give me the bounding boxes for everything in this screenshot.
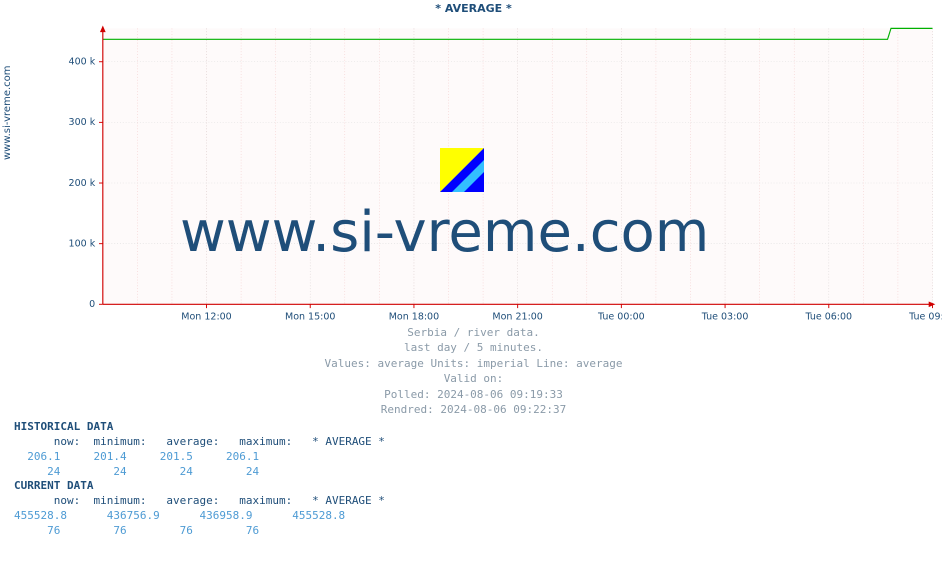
col-series: * AVERAGE * [312, 435, 385, 448]
hist-avg-2: 24 [180, 465, 193, 478]
svg-text:200 k: 200 k [69, 178, 96, 189]
ccol-series: * AVERAGE * [312, 494, 385, 507]
hist-avg-1: 201.5 [160, 450, 193, 463]
svg-text:0: 0 [89, 299, 95, 310]
info-line-valid: Valid on: [0, 371, 947, 386]
svg-text:400 k: 400 k [69, 57, 96, 68]
ccol-min: minimum: [94, 494, 147, 507]
svg-text:Tue 09:00: Tue 09:00 [908, 312, 942, 323]
svg-text:Mon 12:00: Mon 12:00 [181, 312, 231, 323]
col-avg: average: [166, 435, 219, 448]
col-max: maximum: [239, 435, 292, 448]
data-tables: HISTORICAL DATA now: minimum: average: m… [14, 420, 385, 539]
ccol-now: now: [54, 494, 81, 507]
y-axis-label: www.si-vreme.com [2, 65, 13, 160]
info-line-values: Values: average Units: imperial Line: av… [0, 356, 947, 371]
cur-min-2: 76 [113, 524, 126, 537]
historical-heading: HISTORICAL DATA [14, 420, 113, 433]
svg-text:Mon 15:00: Mon 15:00 [285, 312, 335, 323]
hist-max-2: 24 [246, 465, 259, 478]
cur-avg-1: 436958.9 [199, 509, 252, 522]
cur-max-2: 76 [246, 524, 259, 537]
hist-min-1: 201.4 [94, 450, 127, 463]
chart-title: * AVERAGE * [0, 2, 947, 15]
info-line-polled: Polled: 2024-08-06 09:19:33 [0, 387, 947, 402]
col-min: minimum: [94, 435, 147, 448]
cur-avg-2: 76 [180, 524, 193, 537]
svg-text:Tue 00:00: Tue 00:00 [597, 312, 645, 323]
cur-min-1: 436756.9 [107, 509, 160, 522]
ccol-max: maximum: [239, 494, 292, 507]
svg-text:Tue 03:00: Tue 03:00 [701, 312, 749, 323]
ccol-avg: average: [166, 494, 219, 507]
svg-text:300 k: 300 k [69, 117, 96, 128]
hist-now-2: 24 [47, 465, 60, 478]
cur-now-2: 76 [47, 524, 60, 537]
chart-svg: Mon 12:00 Mon 15:00 Mon 18:00 Mon 21:00 Tue … [60, 18, 942, 328]
hist-now-1: 206.1 [27, 450, 60, 463]
info-line-period: last day / 5 minutes. [0, 340, 947, 355]
svg-text:Mon 18:00: Mon 18:00 [389, 312, 439, 323]
svg-text:Tue 06:00: Tue 06:00 [804, 312, 852, 323]
watermark-logo [440, 148, 484, 192]
chart-container: * AVERAGE * www.si-vreme.com Mon 12:00Mo… [0, 0, 947, 564]
svg-text:Mon 21:00: Mon 21:00 [492, 312, 542, 323]
watermark-text: www.si-vreme.com [180, 200, 709, 265]
current-heading: CURRENT DATA [14, 479, 93, 492]
cur-max-1: 455528.8 [292, 509, 345, 522]
col-now: now: [54, 435, 81, 448]
info-block: Serbia / river data. last day / 5 minute… [0, 325, 947, 417]
cur-now-1: 455528.8 [14, 509, 67, 522]
svg-text:100 k: 100 k [69, 239, 96, 250]
hist-max-1: 206.1 [226, 450, 259, 463]
info-line-rendered: Rendred: 2024-08-06 09:22:37 [0, 402, 947, 417]
hist-min-2: 24 [113, 465, 126, 478]
info-line-source: Serbia / river data. [0, 325, 947, 340]
